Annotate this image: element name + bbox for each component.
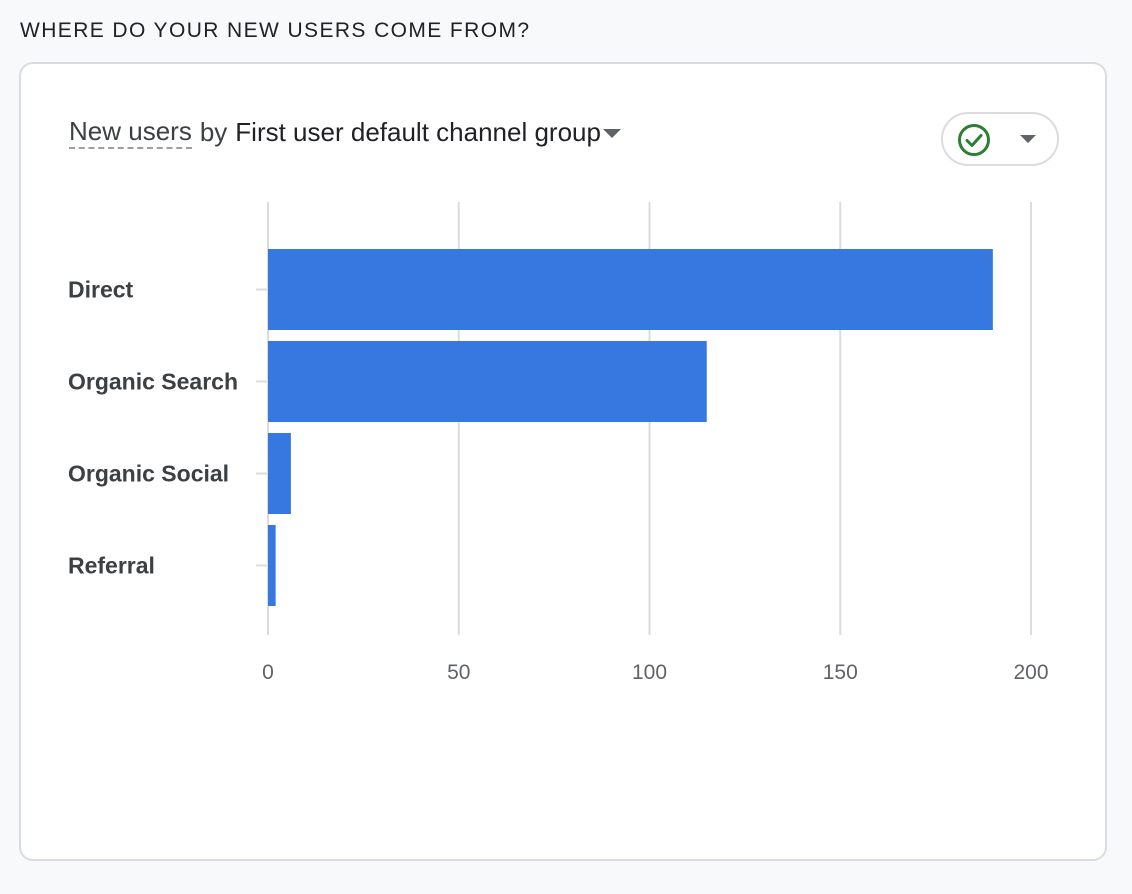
caret-down-icon: [602, 128, 621, 138]
status-dropdown[interactable]: [941, 112, 1059, 166]
bar-direct: [268, 249, 993, 330]
category-label: Referral: [68, 553, 155, 579]
x-tick-label: 100: [632, 661, 667, 684]
dimension-label: First user default channel group: [235, 117, 601, 147]
new-users-card: New users by First user default channel …: [19, 62, 1107, 861]
section-title: WHERE DO YOUR NEW USERS COME FROM?: [20, 19, 531, 42]
bar-organic-search: [268, 341, 707, 422]
x-tick-label: 150: [823, 661, 858, 684]
caret-down-icon: [1020, 135, 1036, 143]
metric-selector[interactable]: New users: [69, 115, 192, 149]
bar-referral: [268, 525, 276, 606]
dimension-selector[interactable]: First user default channel group: [235, 114, 621, 150]
by-label: by: [199, 117, 228, 147]
check-circle-icon: [958, 124, 990, 156]
card-header: New users by First user default channel …: [69, 114, 621, 150]
bar-organic-social: [268, 433, 291, 514]
category-label: Organic Search: [68, 369, 238, 395]
x-tick-label: 200: [1013, 661, 1048, 684]
x-tick-label: 50: [447, 661, 470, 684]
category-label: Organic Social: [68, 461, 229, 487]
category-label: Direct: [68, 277, 134, 303]
x-tick-label: 0: [262, 661, 274, 684]
